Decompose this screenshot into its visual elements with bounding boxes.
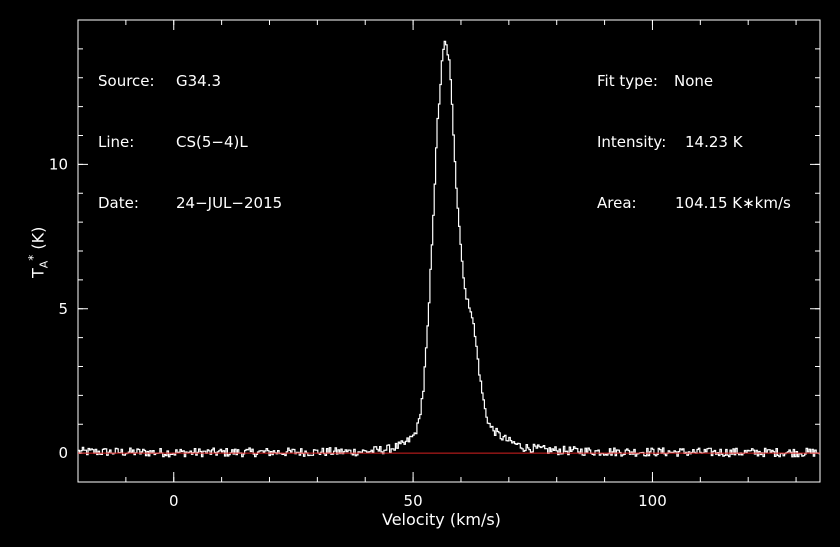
spectrum-line [78, 40, 820, 458]
line-label: Line: [98, 133, 135, 151]
date-label: Date: [98, 194, 139, 212]
y-tick-label: 5 [58, 300, 68, 318]
y-tick-label: 10 [49, 155, 68, 173]
intensity-value: 14.23 K [685, 133, 743, 151]
x-axis-label: Velocity (km/s) [382, 510, 501, 529]
x-tick-label: 50 [404, 492, 423, 510]
fit-type-value: None [674, 72, 714, 90]
info-block-left: Source: G34.3 Line: CS(5−4)L Date: 24−JU… [98, 36, 282, 237]
x-tick-label: 100 [638, 492, 667, 510]
intensity-label: Intensity: [597, 133, 667, 151]
fit-type-label: Fit type: [597, 72, 658, 90]
line-value: CS(5−4)L [176, 133, 248, 151]
source-label: Source: [98, 72, 155, 90]
area-value: 104.15 K∗km/s [675, 194, 791, 212]
area-label: Area: [597, 194, 637, 212]
date-value: 24−JUL−2015 [176, 194, 283, 212]
x-tick-label: 0 [169, 492, 179, 510]
y-axis-label: TA* (K) [26, 226, 51, 278]
y-tick-label: 0 [58, 444, 68, 462]
source-value: G34.3 [176, 72, 222, 90]
info-block-right: Fit type: None Intensity: 14.23 K Area: … [597, 36, 791, 237]
